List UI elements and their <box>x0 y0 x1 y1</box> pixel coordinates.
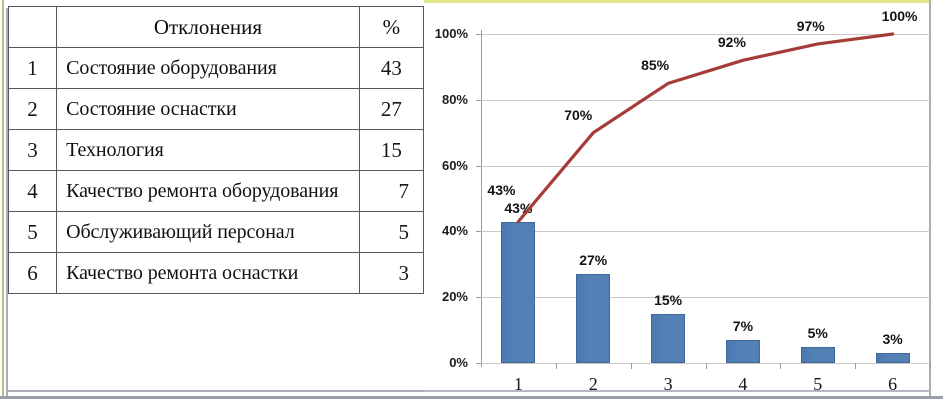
row-percent: 3 <box>358 252 425 294</box>
chart-panel: 0% 20% 40% 60% 80% 100% 1 2 3 4 5 6 43% 27% 15% 7% 5% 3% 4… <box>424 0 943 396</box>
row-name: Состояние оборудования <box>56 47 360 89</box>
y-gridline <box>481 34 930 35</box>
row-index: 2 <box>7 88 58 130</box>
cumulative-line-series <box>516 32 895 224</box>
plot-area: 0% 20% 40% 60% 80% 100% 1 2 3 4 5 6 43% 27% 15% 7% 5% 3% 4… <box>435 8 931 394</box>
x-axis-tick-label: 2 <box>588 374 598 394</box>
page-left-edge-rule <box>2 0 4 406</box>
chart-bar[interactable] <box>651 313 686 363</box>
table-row: 3 Технология 15 <box>7 129 425 171</box>
row-percent: 15 <box>358 129 425 171</box>
x-tick-mark <box>780 363 782 369</box>
table-row: 2 Состояние оснастки 27 <box>7 88 425 130</box>
x-tick-mark <box>555 363 557 369</box>
row-percent: 27 <box>358 88 425 130</box>
table-header-row: Отклонения % <box>7 6 425 48</box>
table-row: 6 Качество ремонта оснастки 3 <box>7 252 425 294</box>
row-percent: 43 <box>358 47 425 89</box>
y-axis-tick-label: 100% <box>434 26 468 41</box>
cumulative-data-label: 70% <box>564 106 593 123</box>
header-cell-deviations: Отклонения <box>56 6 360 48</box>
cumulative-data-label: 100% <box>881 8 918 24</box>
chart-bottom-border <box>424 390 931 392</box>
chart-bar[interactable] <box>800 346 835 363</box>
bar-data-label: 27% <box>579 252 608 269</box>
page-bottom-rule <box>0 396 943 399</box>
x-tick-mark <box>630 363 632 369</box>
cumulative-data-label: 43% <box>487 181 516 198</box>
row-name: Качество ремонта оснастки <box>56 252 360 294</box>
cumulative-data-label: 85% <box>641 57 670 74</box>
row-name: Обслуживающий персонал <box>56 211 360 253</box>
row-name: Состояние оснастки <box>56 88 360 130</box>
row-percent: 7 <box>358 170 425 212</box>
chart-bar[interactable] <box>725 339 760 363</box>
cumulative-polyline <box>516 32 895 224</box>
x-axis-tick-label: 3 <box>663 374 673 394</box>
y-tick-mark <box>476 297 481 299</box>
y-tick-mark <box>476 231 481 233</box>
chart-bar[interactable] <box>501 221 536 363</box>
row-name: Качество ремонта оборудования <box>56 170 360 212</box>
y-tick-mark <box>476 165 481 167</box>
page-bottom-margin <box>0 399 943 406</box>
table-panel: Отклонения % 1 Состояние оборудования 43… <box>6 0 712 396</box>
table-body: 1 Состояние оборудования 43 2 Состояние … <box>7 47 425 294</box>
table-row: 1 Состояние оборудования 43 <box>7 47 425 89</box>
row-index: 6 <box>7 252 58 294</box>
y-axis-tick-label: 60% <box>441 157 468 173</box>
x-axis-tick-label: 5 <box>813 374 823 394</box>
bar-data-label: 3% <box>882 331 903 348</box>
row-index: 3 <box>7 129 58 171</box>
row-index: 5 <box>7 211 58 253</box>
header-cell-index <box>7 6 58 48</box>
row-name: Технология <box>56 129 360 171</box>
table-panel-left-border <box>6 8 8 396</box>
y-gridline <box>481 297 930 299</box>
bar-data-label: 15% <box>654 291 683 308</box>
chart-right-border <box>929 0 931 396</box>
y-tick-mark <box>476 363 481 364</box>
x-tick-mark <box>930 363 931 369</box>
row-percent: 5 <box>358 211 425 253</box>
y-gridline <box>481 231 930 233</box>
y-gridline <box>481 99 930 101</box>
y-axis-tick-label: 20% <box>441 289 468 305</box>
x-axis-tick-label: 4 <box>738 374 748 394</box>
cumulative-data-label: 97% <box>796 17 825 34</box>
y-tick-mark <box>476 99 481 101</box>
y-axis-tick-label: 0% <box>449 355 468 370</box>
table-row: 4 Качество ремонта оборудования 7 <box>7 170 425 212</box>
deviations-table: Отклонения % 1 Состояние оборудования 43… <box>7 6 425 294</box>
y-tick-mark <box>476 34 481 35</box>
table-panel-bottom-border <box>6 390 712 392</box>
x-tick-mark <box>705 363 707 369</box>
x-tick-mark <box>855 363 857 369</box>
y-axis-tick-label: 80% <box>441 91 468 107</box>
row-index: 4 <box>7 170 58 212</box>
table-row: 5 Обслуживающий персонал 5 <box>7 211 425 253</box>
chart-bar[interactable] <box>576 274 611 363</box>
y-axis-tick-label: 40% <box>441 223 468 239</box>
y-axis-line <box>481 30 482 367</box>
bar-data-label: 5% <box>807 324 828 341</box>
cumulative-data-label: 92% <box>717 34 746 51</box>
chart-top-accent-rule <box>424 0 931 3</box>
x-axis-tick-label: 1 <box>513 374 523 394</box>
row-index: 1 <box>7 47 58 89</box>
y-gridline <box>481 165 930 167</box>
x-axis-tick-label: 6 <box>888 374 898 394</box>
header-cell-percent: % <box>358 6 425 48</box>
chart-bar[interactable] <box>875 353 910 363</box>
pareto-chart: 0% 20% 40% 60% 80% 100% 1 2 3 4 5 6 43% 27% 15% 7% 5% 3% 4… <box>424 0 931 396</box>
bar-data-label: 7% <box>732 317 754 334</box>
